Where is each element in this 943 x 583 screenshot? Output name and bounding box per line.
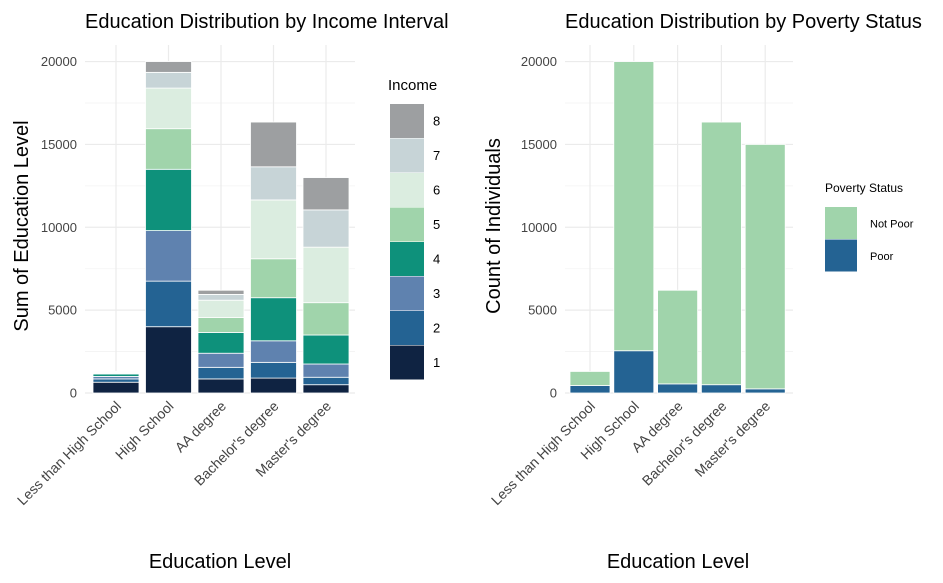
income-bar-segment xyxy=(92,381,140,394)
income-bar-segment xyxy=(197,352,245,368)
poverty-bar-segment xyxy=(569,385,611,394)
income-legend-label: 7 xyxy=(433,148,440,163)
income-bar-segment xyxy=(250,121,297,168)
income-legend-label: 6 xyxy=(433,183,440,198)
income-legend-label: 4 xyxy=(433,252,440,267)
income-bar-segment xyxy=(92,378,140,383)
income-bar-segment xyxy=(250,199,297,260)
income-chart-y-axis-title: Sum of Education Level xyxy=(11,120,33,331)
income-legend-label: 5 xyxy=(433,217,440,232)
income-y-tick-label: 15000 xyxy=(41,137,77,152)
income-bar-segment xyxy=(250,166,297,201)
poverty-bar-segment xyxy=(657,289,698,385)
income-bar-segment xyxy=(302,376,350,386)
poverty-legend-items: Not Poor Poor xyxy=(825,207,914,272)
income-bar-segment xyxy=(145,280,192,328)
income-bar-segment xyxy=(197,378,245,394)
poverty-y-tick-label: 10000 xyxy=(521,220,557,235)
poverty-chart-bars xyxy=(569,61,786,394)
income-chart-bars xyxy=(92,61,350,394)
income-bar-segment xyxy=(302,363,350,378)
income-chart-title: Education Distribution by Income Interva… xyxy=(85,11,449,33)
income-legend-label: 3 xyxy=(433,286,440,301)
income-bar-segment xyxy=(197,317,245,333)
income-legend-label: 1 xyxy=(433,355,440,370)
poverty-chart-x-axis-title: Education Level xyxy=(607,551,749,573)
poverty-bar-segment xyxy=(701,121,742,386)
poverty-chart-y-axis-title: Count of Individuals xyxy=(483,138,505,314)
income-legend-key xyxy=(390,104,424,138)
income-x-tick-label: Less than High School xyxy=(14,398,124,508)
poverty-bar-segment xyxy=(744,388,786,394)
income-legend-key xyxy=(390,242,424,276)
income-bar-segment xyxy=(197,289,245,295)
income-bar-segment xyxy=(302,209,350,248)
income-bar-segment xyxy=(145,61,192,73)
poverty-chart-y-ticks: 0 5000 10000 15000 20000 xyxy=(521,54,557,400)
income-bar-segment xyxy=(197,299,245,319)
income-legend-key xyxy=(390,345,424,380)
poverty-bar-segment xyxy=(613,350,655,394)
income-bar-segment xyxy=(197,366,245,380)
income-bar-segment xyxy=(145,128,192,170)
poverty-bar-segment xyxy=(613,61,655,352)
poverty-legend: Poverty Status Not Poor Poor xyxy=(825,181,914,272)
income-legend-label: 8 xyxy=(433,114,440,129)
poverty-y-tick-label: 15000 xyxy=(521,137,557,152)
poverty-y-tick-label: 0 xyxy=(550,386,557,401)
poverty-y-tick-label: 5000 xyxy=(528,303,557,318)
income-legend-key xyxy=(390,173,424,207)
poverty-bar-segment xyxy=(569,371,611,386)
income-bar-segment xyxy=(302,384,350,394)
income-legend-key xyxy=(390,138,424,173)
income-bar-segment xyxy=(145,168,192,232)
income-bar-segment xyxy=(250,297,297,342)
income-bar-segment xyxy=(302,302,350,336)
poverty-legend-key xyxy=(825,239,857,272)
income-bar-segment xyxy=(302,334,350,365)
income-bar-segment xyxy=(302,246,350,304)
income-chart-y-ticks: 0 5000 10000 15000 20000 xyxy=(41,54,77,400)
income-bar-segment xyxy=(145,326,192,394)
poverty-chart-title: Education Distribution by Poverty Status xyxy=(565,11,922,33)
income-y-tick-label: 10000 xyxy=(41,220,77,235)
income-legend-title: Income xyxy=(388,77,437,94)
income-bar-segment xyxy=(250,258,297,299)
poverty-y-tick-label: 20000 xyxy=(521,54,557,69)
poverty-bar-segment xyxy=(701,384,742,394)
income-chart: Education Distribution by Income Interva… xyxy=(11,11,449,573)
income-legend-items: 8 7 6 5 4 3 2 1 xyxy=(390,104,440,380)
poverty-bar-segment xyxy=(744,144,786,390)
income-legend: Income 8 7 6 5 4 3 2 1 xyxy=(388,77,440,380)
poverty-legend-title: Poverty Status xyxy=(825,181,903,195)
income-bar-segment xyxy=(250,377,297,394)
income-bar-segment xyxy=(145,71,192,89)
income-bar-segment xyxy=(145,87,192,130)
income-legend-label: 2 xyxy=(433,321,440,336)
income-bar-segment xyxy=(250,361,297,379)
income-bar-segment xyxy=(250,340,297,363)
income-legend-key xyxy=(390,207,424,242)
poverty-bar-segment xyxy=(657,383,698,394)
income-chart-x-axis-title: Education Level xyxy=(149,551,291,573)
income-bar-segment xyxy=(302,177,350,211)
income-legend-key xyxy=(390,311,424,345)
poverty-legend-label: Not Poor xyxy=(870,219,914,231)
poverty-x-tick-label: Master's degree xyxy=(691,398,773,480)
income-bar-segment xyxy=(197,332,245,354)
income-y-tick-label: 5000 xyxy=(48,303,77,318)
poverty-legend-label: Poor xyxy=(870,251,894,263)
income-bar-segment xyxy=(197,293,245,301)
poverty-legend-key xyxy=(825,207,857,239)
income-legend-key xyxy=(390,276,424,311)
income-y-tick-label: 0 xyxy=(70,386,77,401)
income-bar-segment xyxy=(145,230,192,282)
poverty-chart: Education Distribution by Poverty Status… xyxy=(483,11,922,573)
income-y-tick-label: 20000 xyxy=(41,54,77,69)
